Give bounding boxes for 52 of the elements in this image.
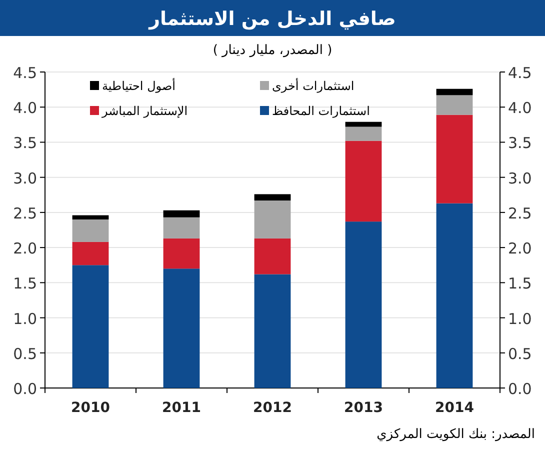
x-tick-label: 2012 — [253, 400, 292, 416]
x-tick-label: 2011 — [162, 400, 201, 416]
y2-tick-label: 1.0 — [508, 310, 532, 328]
bar — [345, 122, 382, 127]
x-tick-label: 2013 — [344, 400, 383, 416]
bar — [163, 217, 200, 238]
y-tick-label: 4.0 — [13, 99, 37, 118]
y-tick-label: 1.5 — [13, 274, 37, 293]
chart-title: صافي الدخل من الاستثمار — [148, 8, 396, 30]
bar — [72, 219, 109, 242]
bar — [254, 194, 291, 201]
bar — [254, 274, 291, 388]
y2-tick-label: 0.5 — [508, 344, 532, 363]
text: المصدر: بنك الكويت المركزي — [376, 427, 535, 442]
bar — [72, 265, 109, 388]
bar — [436, 95, 473, 115]
bar — [254, 200, 291, 238]
bar — [72, 242, 109, 266]
bar — [72, 215, 109, 220]
y-tick-label: 2.0 — [13, 240, 37, 258]
legend-label: استثمارات المحافظ — [272, 104, 370, 118]
x-tick-label: 2014 — [435, 400, 474, 416]
legend-label: أصول احتياطية — [102, 78, 176, 93]
bar — [254, 238, 291, 274]
y-tick-label: 2.5 — [13, 204, 37, 222]
y-tick-label: 0.0 — [13, 380, 37, 398]
y2-tick-label: 1.5 — [508, 274, 532, 293]
y2-tick-label: 0.0 — [508, 380, 532, 398]
chart-subtitle: ( المصدر، مليار دينار ) — [212, 43, 332, 58]
bar — [436, 114, 473, 204]
y2-tick-label: 3.5 — [508, 134, 532, 152]
y-tick-label: 4.5 — [13, 64, 37, 82]
bar — [345, 222, 382, 388]
y2-tick-label: 2.0 — [508, 240, 532, 258]
bar — [163, 268, 200, 388]
y2-tick-label: 3.0 — [508, 169, 532, 188]
bar — [345, 126, 382, 141]
y2-tick-label: 4.0 — [508, 99, 532, 118]
bar — [163, 238, 200, 269]
bar — [436, 88, 473, 96]
bar — [436, 203, 473, 388]
legend-label: استثمارات أخرى — [272, 78, 354, 93]
legend-label: الإستثمار المباشر — [101, 104, 188, 118]
bar — [345, 140, 382, 222]
y-tick-label: 1.0 — [13, 310, 37, 328]
x-tick-label: 2010 — [71, 400, 110, 416]
y-tick-label: 0.5 — [13, 344, 37, 363]
y2-tick-label: 2.5 — [508, 204, 532, 222]
bar — [163, 210, 200, 218]
y-tick-label: 3.5 — [13, 134, 37, 152]
y-tick-label: 3.0 — [13, 169, 37, 188]
y2-tick-label: 4.5 — [508, 64, 532, 82]
